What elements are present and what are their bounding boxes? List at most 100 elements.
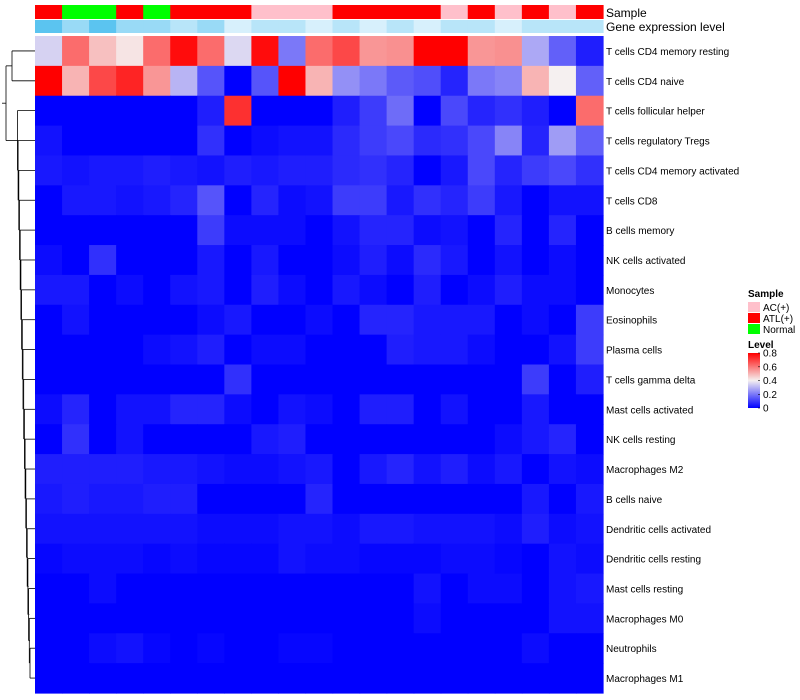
- heatmap-cell: [197, 454, 225, 485]
- heatmap-cell: [197, 215, 225, 246]
- expression-annotation-cell: [224, 20, 252, 33]
- heatmap-cell: [440, 125, 469, 157]
- heatmap-cell: [62, 663, 90, 694]
- heatmap-cell: [278, 215, 307, 246]
- heatmap-cell: [197, 65, 225, 97]
- row-label: Macrophages M2: [606, 465, 684, 476]
- heatmap-cell: [62, 424, 90, 455]
- sample-annotation-cell: [467, 5, 496, 19]
- heatmap-cell: [521, 274, 550, 306]
- heatmap-cell: [197, 603, 225, 634]
- heatmap-cell: [170, 454, 198, 485]
- heatmap-cell: [575, 483, 604, 515]
- heatmap-cell: [332, 603, 361, 634]
- heatmap-cell: [35, 36, 63, 67]
- heatmap-cell: [575, 513, 604, 545]
- heatmap-cell: [278, 274, 307, 306]
- heatmap-cell: [494, 245, 523, 276]
- heatmap-cell: [89, 125, 117, 157]
- heatmap-cell: [251, 215, 280, 246]
- heatmap-cell: [575, 125, 604, 157]
- heatmap-cell: [359, 513, 388, 545]
- heatmap-cell: [305, 633, 334, 664]
- heatmap-cell: [332, 185, 361, 216]
- heatmap-cell: [521, 65, 550, 97]
- row-labels: T cells CD4 memory resting T cells CD4 na…: [606, 47, 739, 685]
- legends: Sample AC(+)ATL(+)Normal Level 0.8 0.6 0.4…: [748, 289, 795, 415]
- heatmap-cell: [62, 543, 90, 575]
- heatmap-cell: [251, 543, 280, 575]
- heatmap-cell: [278, 543, 307, 575]
- heatmap-cell: [467, 543, 496, 575]
- heatmap-cell: [440, 36, 469, 67]
- heatmap-cell: [197, 633, 225, 664]
- heatmap-cell: [170, 215, 198, 246]
- heatmap-cell: [62, 125, 90, 157]
- heatmap-cell: [62, 334, 90, 366]
- heatmap-cell: [35, 394, 63, 425]
- sample-annotation-cell: [413, 5, 442, 19]
- heatmap-cell: [467, 36, 496, 67]
- heatmap-cell: [62, 215, 90, 246]
- heatmap-cell: [251, 155, 280, 186]
- heatmap-cell: [35, 245, 63, 276]
- heatmap-cell: [413, 65, 442, 97]
- heatmap-cell: [224, 36, 252, 67]
- heatmap-cell: [89, 334, 117, 366]
- expression-annotation-cell: [89, 20, 117, 33]
- heatmap-cell: [170, 95, 198, 127]
- sample-annotation-cell: [224, 5, 252, 19]
- level-colorbar: [748, 353, 760, 408]
- heatmap-cell: [467, 424, 496, 455]
- heatmap-cell: [116, 633, 144, 664]
- heatmap-cell: [359, 364, 388, 395]
- heatmap-cell: [332, 513, 361, 545]
- sample-annotation-cell: [62, 5, 90, 19]
- heatmap-cell: [494, 334, 523, 366]
- heatmap-cell: [197, 125, 225, 157]
- heatmap-cell: [332, 274, 361, 306]
- heatmap-cell: [332, 394, 361, 425]
- heatmap-cell: [440, 155, 469, 186]
- heatmap-cell: [548, 573, 577, 605]
- heatmap-cell: [170, 65, 198, 97]
- heatmap-cell: [521, 155, 550, 186]
- expression-annotation-cell: [494, 20, 523, 33]
- heatmap-cell: [278, 633, 307, 664]
- heatmap-cell: [548, 454, 577, 485]
- heatmap-cell: [116, 304, 144, 336]
- heatmap-cell: [251, 245, 280, 276]
- heatmap-cell: [332, 364, 361, 395]
- heatmap-cell: [359, 274, 388, 306]
- heatmap-cell: [197, 543, 225, 575]
- heatmap-cell: [143, 663, 171, 694]
- heatmap-cell: [386, 633, 415, 664]
- heatmap-cell: [35, 454, 63, 485]
- heatmap-cell: [143, 483, 171, 515]
- expression-annotation-cell: [251, 20, 280, 33]
- heatmap-cell: [386, 364, 415, 395]
- heatmap-cell: [89, 95, 117, 127]
- expression-annotation-cell: [332, 20, 361, 33]
- heatmap-cell: [143, 95, 171, 127]
- heatmap-cell: [440, 424, 469, 455]
- heatmap-cell: [116, 364, 144, 395]
- heatmap-cell: [305, 125, 334, 157]
- sample-annotation-cell: [278, 5, 307, 19]
- heatmap-cell: [575, 334, 604, 366]
- heatmap-cell: [413, 424, 442, 455]
- sample-annotation-cell: [116, 5, 144, 19]
- heatmap-cell: [467, 454, 496, 485]
- heatmap-cell: [332, 304, 361, 336]
- heatmap-cell: [224, 483, 252, 515]
- heatmap-cell: [521, 36, 550, 67]
- heatmap-cell: [278, 483, 307, 515]
- heatmap-cell: [251, 36, 280, 67]
- heatmap-cell: [440, 543, 469, 575]
- heatmap-cell: [305, 155, 334, 186]
- heatmap-cell: [197, 334, 225, 366]
- heatmap-cell: [305, 65, 334, 97]
- heatmap-cell: [278, 394, 307, 425]
- heatmap-cell: [224, 125, 252, 157]
